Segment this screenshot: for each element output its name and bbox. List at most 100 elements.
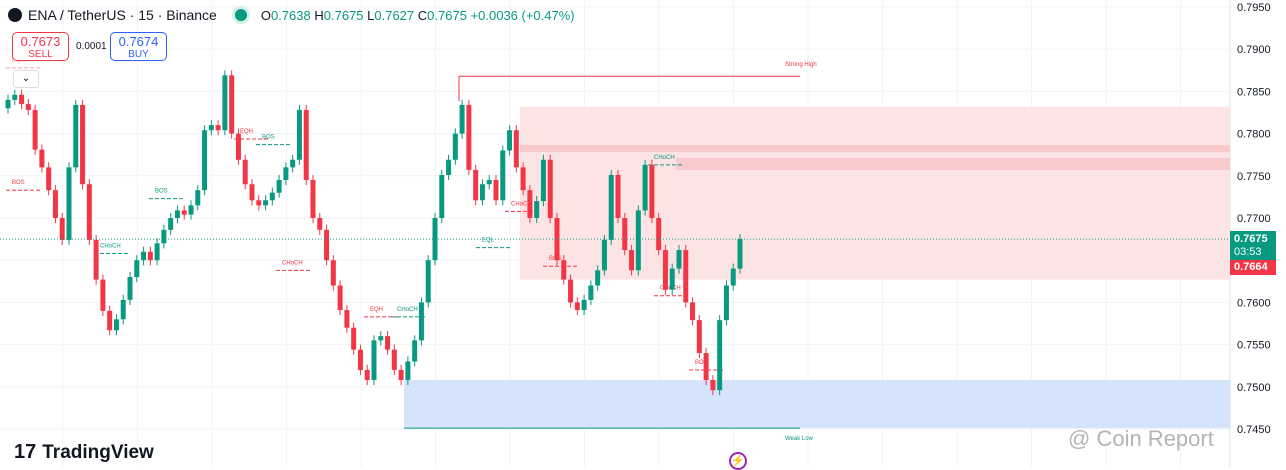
market-status-icon <box>234 9 247 21</box>
tradingview-logo[interactable]: 17 TradingView <box>14 441 154 463</box>
candle-body <box>595 270 601 286</box>
candle-body <box>337 285 343 310</box>
lightning-icon[interactable]: ⚡ <box>729 452 747 470</box>
candle-body <box>242 159 248 185</box>
candle <box>120 294 126 325</box>
candle-body <box>324 229 330 261</box>
candle-body <box>161 229 167 244</box>
candle-body <box>730 268 736 286</box>
candle <box>202 125 208 196</box>
candle <box>418 297 424 346</box>
candle <box>500 145 506 206</box>
candle <box>113 314 119 336</box>
candle <box>25 98 31 116</box>
candle-body <box>500 150 506 201</box>
candle <box>629 245 635 276</box>
candle <box>690 297 696 326</box>
candle-body <box>59 218 65 240</box>
candle <box>473 164 479 206</box>
candle-body <box>174 210 180 218</box>
candle <box>208 120 214 136</box>
candle-body <box>405 361 411 381</box>
candle <box>588 280 594 305</box>
y-axis-tick: 0.7700 <box>1237 213 1271 225</box>
candle <box>168 212 174 235</box>
candle-body <box>364 369 370 381</box>
candle-body <box>344 309 350 328</box>
y-axis-tick: 0.7900 <box>1237 44 1271 56</box>
tv-logo-icon: 17 <box>14 441 37 463</box>
candle <box>717 315 723 396</box>
candle <box>568 274 574 308</box>
candle <box>405 356 411 386</box>
candle-body <box>635 210 641 271</box>
candle <box>391 344 397 375</box>
candle <box>425 255 431 308</box>
candle-body <box>80 104 86 185</box>
level-label: Strong High <box>785 62 817 68</box>
candle-body <box>473 169 479 201</box>
candle <box>710 374 716 396</box>
candle <box>290 154 296 173</box>
candle-body <box>690 302 696 321</box>
structure-label: EQH <box>370 307 383 313</box>
candle <box>269 187 275 206</box>
candle <box>141 246 147 266</box>
candle <box>256 195 262 211</box>
candle <box>134 255 140 283</box>
candle-body <box>439 174 445 218</box>
y-axis-tick: 0.7500 <box>1237 382 1271 394</box>
structure-label: BOS <box>155 189 168 195</box>
candle-body <box>351 327 357 350</box>
structure-label: BOS <box>12 180 25 186</box>
supply-zone-band <box>520 145 1230 152</box>
y-axis-tick: 0.7850 <box>1237 86 1271 98</box>
candle-body <box>330 260 336 286</box>
candle-body <box>554 218 560 261</box>
collapse-chevron-icon[interactable]: ⌄ <box>13 70 39 88</box>
structure-label: CHoCH <box>397 307 418 313</box>
watermark: @ Coin Report <box>1068 426 1214 451</box>
candle-body <box>208 125 214 131</box>
candle-body <box>86 184 92 240</box>
candle-body <box>276 180 282 193</box>
candle-body <box>466 104 472 170</box>
candle-body <box>195 190 201 206</box>
candle-body <box>73 104 79 168</box>
structure-label: CHoCH <box>511 201 532 207</box>
candle-body <box>303 109 309 181</box>
candle <box>147 246 153 266</box>
candle <box>364 364 370 386</box>
candle <box>39 144 45 173</box>
candle <box>412 335 418 367</box>
candle-body <box>622 218 628 251</box>
sell-button[interactable]: 0.7673 SELL <box>12 32 69 61</box>
symbol-title[interactable]: ENA / TetherUS · 15 · Binance <box>28 7 217 23</box>
candle <box>669 263 675 295</box>
candle-body <box>93 239 99 280</box>
candle <box>283 162 289 186</box>
candle <box>513 125 519 173</box>
candle <box>601 234 607 276</box>
candle-body <box>493 180 499 201</box>
candle-body <box>547 159 553 218</box>
candle <box>249 179 255 206</box>
ena-logo-icon <box>8 8 22 22</box>
buy-button[interactable]: 0.7674 BUY <box>110 32 167 61</box>
candle <box>154 238 160 266</box>
candle-body <box>12 94 18 100</box>
candle <box>642 159 648 216</box>
candle-body <box>229 75 235 134</box>
candle-body <box>669 268 675 290</box>
candle-body <box>296 109 302 160</box>
candle-body <box>513 130 519 168</box>
candle-body <box>425 260 431 303</box>
candle-body <box>52 190 58 218</box>
candle-body <box>378 336 384 341</box>
candle <box>19 89 25 110</box>
candle-body <box>147 251 153 261</box>
candle <box>215 120 221 136</box>
candle-body <box>642 164 648 211</box>
candle <box>696 315 702 359</box>
